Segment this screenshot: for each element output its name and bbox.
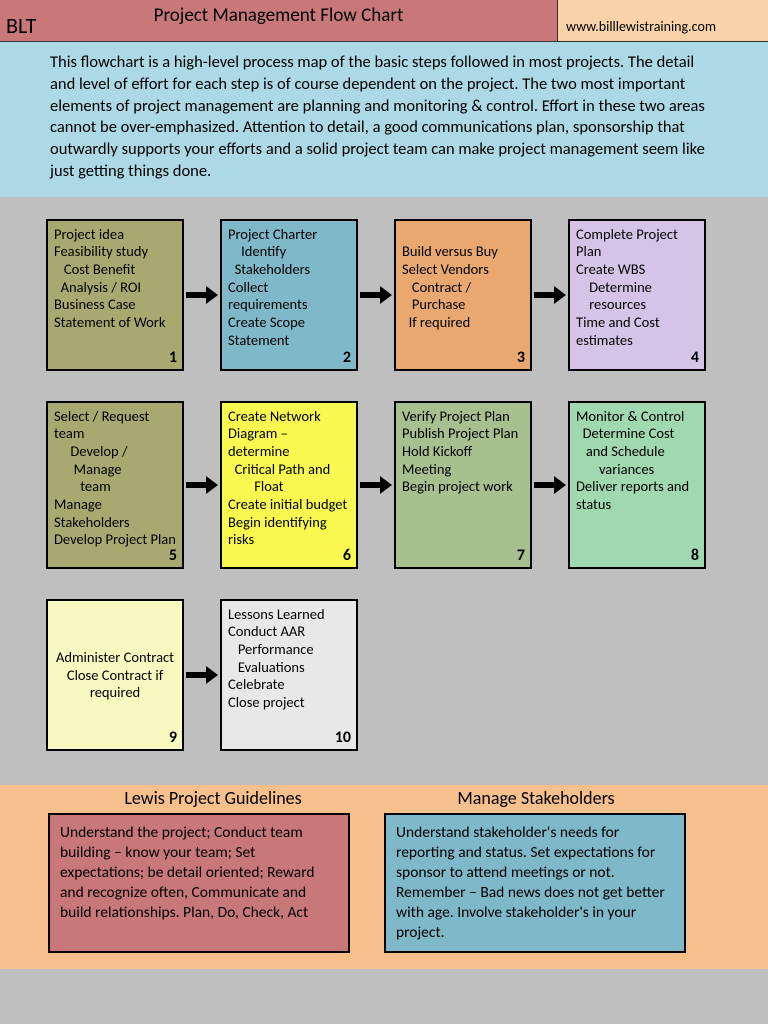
flow-box-2: Project Charter Identify Stakeholders Co… — [220, 219, 358, 371]
header-url: www.billlewistraining.com — [558, 0, 768, 41]
header-title-bar: Project Management Flow Chart BLT — [0, 0, 558, 41]
flow-box-8: Monitor & Control Determine Cost and Sch… — [568, 401, 706, 569]
arrow-icon — [532, 286, 568, 304]
footer-section: Lewis Project Guidelines Manage Stakehol… — [0, 785, 768, 970]
box-number: 6 — [343, 546, 351, 566]
flow-box-3: Build versus Buy Select Vendors Contract… — [394, 219, 532, 371]
flow-box-10: Lessons Learned Conduct AAR Performance … — [220, 599, 358, 751]
flowchart-area: Project idea Feasibility study Cost Bene… — [0, 201, 768, 785]
flow-row-1: Project idea Feasibility study Cost Bene… — [0, 219, 768, 371]
arrow-icon — [184, 476, 220, 494]
box-number: 1 — [169, 348, 177, 368]
flow-box-5: Select / Request team Develop / Manage t… — [46, 401, 184, 569]
box-number: 5 — [169, 546, 177, 566]
flow-box-9: Administer Contract Close Contract if re… — [46, 599, 184, 751]
stakeholders-box: Understand stakeholder's needs for repor… — [384, 813, 686, 954]
footer-headings: Lewis Project Guidelines Manage Stakehol… — [0, 787, 768, 809]
footer-boxes: Understand the project; Conduct team bui… — [0, 809, 768, 954]
flow-box-1: Project idea Feasibility study Cost Bene… — [46, 219, 184, 371]
flow-row-3: Administer Contract Close Contract if re… — [0, 599, 768, 751]
flow-box-4: Complete Project Plan Create WBS Determi… — [568, 219, 706, 371]
intro-paragraph: This flowchart is a high-level process m… — [0, 42, 768, 201]
guidelines-box: Understand the project; Conduct team bui… — [48, 813, 350, 954]
guidelines-heading: Lewis Project Guidelines — [48, 787, 378, 809]
header: Project Management Flow Chart BLT www.bi… — [0, 0, 768, 42]
brand-label: BLT — [6, 12, 36, 39]
arrow-icon — [184, 286, 220, 304]
flow-box-6: Create Network Diagram – determine Criti… — [220, 401, 358, 569]
box-number: 10 — [335, 728, 351, 748]
page-title: Project Management Flow Chart — [154, 4, 404, 27]
arrow-icon — [184, 666, 220, 684]
box-number: 2 — [343, 348, 351, 368]
box-number: 7 — [517, 546, 525, 566]
box-number: 9 — [169, 728, 177, 748]
arrow-icon — [358, 286, 394, 304]
flow-row-2: Select / Request team Develop / Manage t… — [0, 401, 768, 569]
arrow-icon — [532, 476, 568, 494]
arrow-icon — [358, 476, 394, 494]
stakeholders-heading: Manage Stakeholders — [386, 787, 686, 809]
flow-box-7: Verify Project Plan Publish Project Plan… — [394, 401, 532, 569]
box-number: 4 — [691, 348, 699, 368]
box-number: 3 — [517, 348, 525, 368]
box-number: 8 — [691, 546, 699, 566]
